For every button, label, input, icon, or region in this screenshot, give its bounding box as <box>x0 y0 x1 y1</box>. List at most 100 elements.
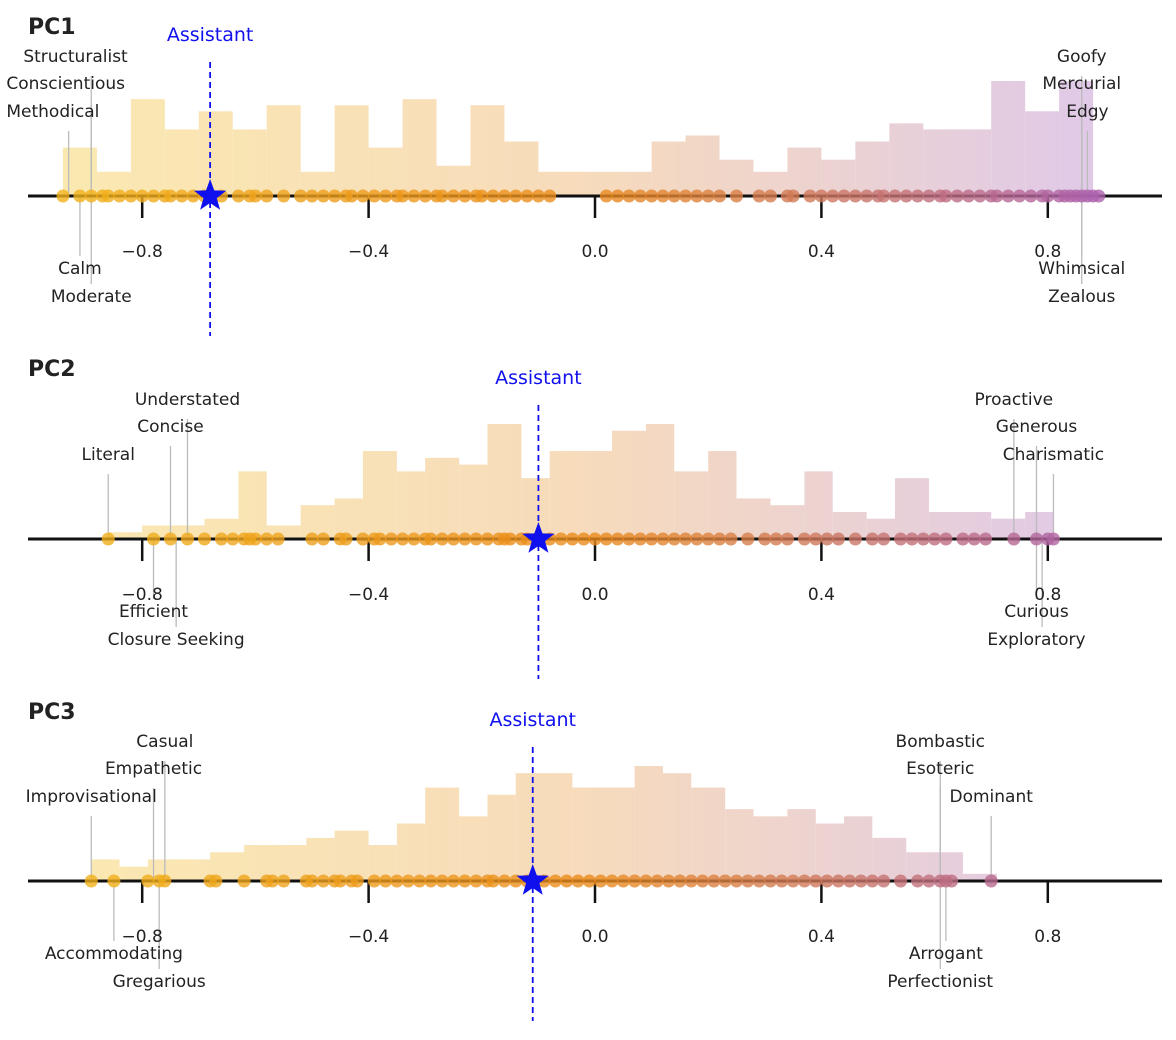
histogram-bar <box>459 464 488 539</box>
data-point <box>186 189 200 203</box>
data-point <box>316 532 330 546</box>
data-point <box>752 189 766 203</box>
label-leaders <box>107 419 1055 627</box>
data-point <box>1001 189 1015 203</box>
data-point <box>939 532 953 546</box>
data-point <box>1046 532 1060 546</box>
data-point <box>854 874 868 888</box>
data-point <box>509 189 523 203</box>
data-point <box>384 532 398 546</box>
data-point <box>447 532 460 546</box>
data-point <box>877 532 891 546</box>
data-point <box>531 189 545 203</box>
histogram-bar <box>521 478 550 539</box>
x-tick-label: 0.8 <box>1034 585 1061 605</box>
trait-label-above: Empathetic <box>105 759 202 779</box>
data-point <box>435 874 449 888</box>
histogram-bar <box>962 873 997 881</box>
data-point <box>401 874 415 888</box>
data-point <box>690 189 704 203</box>
data-point <box>786 874 800 888</box>
histogram-bar <box>164 129 199 196</box>
trait-label-below: Whimsical <box>1038 259 1125 279</box>
data-point <box>497 874 511 888</box>
histogram-bar <box>844 816 873 881</box>
histogram-bar <box>991 81 1026 196</box>
histogram-bar <box>872 837 907 881</box>
trait-label-above: Methodical <box>6 102 99 122</box>
histogram-bar <box>549 451 612 539</box>
data-point <box>316 189 330 203</box>
trait-label-below: Calm <box>58 259 102 279</box>
data-point <box>809 874 823 888</box>
data-point <box>707 874 721 888</box>
data-point <box>786 189 800 203</box>
data-point <box>848 532 862 546</box>
histogram-bar <box>334 105 369 196</box>
data-point <box>701 532 715 546</box>
data-point <box>837 189 851 203</box>
data-point <box>248 189 262 203</box>
data-point <box>407 532 421 546</box>
histogram-bar <box>708 451 737 539</box>
data-point <box>826 189 840 203</box>
x-tick-label: 0.0 <box>581 585 608 605</box>
histogram-bar <box>691 787 726 881</box>
histogram-bar <box>402 99 437 196</box>
data-point <box>84 874 98 888</box>
assistant-star <box>193 179 227 210</box>
trait-label-below: Efficient <box>119 602 188 622</box>
data-point <box>379 874 393 888</box>
data-point <box>164 532 177 546</box>
data-point <box>616 874 630 888</box>
data-point <box>962 189 976 203</box>
data-point <box>333 874 347 888</box>
data-point <box>633 189 647 203</box>
data-point <box>396 532 410 546</box>
data-point <box>911 189 925 203</box>
data-point <box>469 532 483 546</box>
histogram-bar <box>368 147 403 196</box>
data-point <box>820 874 834 888</box>
histogram-bar <box>130 99 165 196</box>
histogram-bar <box>504 141 539 196</box>
data-point <box>905 532 919 546</box>
data-point <box>147 189 161 203</box>
data-point <box>973 189 987 203</box>
histogram-bar <box>611 430 646 539</box>
data-point <box>605 874 619 888</box>
histogram-bar <box>804 471 833 539</box>
data-point <box>582 874 596 888</box>
data-point <box>435 189 449 203</box>
data-point <box>458 189 472 203</box>
data-point <box>950 189 964 203</box>
histogram-bar <box>651 141 686 196</box>
data-point <box>803 189 817 203</box>
data-point <box>713 532 727 546</box>
data-point <box>101 532 115 546</box>
data-point <box>831 874 845 888</box>
data-point <box>769 532 783 546</box>
data-point <box>730 189 743 203</box>
trait-label-above: Understated <box>135 390 240 410</box>
histogram-bar <box>572 787 635 881</box>
data-point <box>622 532 636 546</box>
histogram-bar <box>334 498 363 539</box>
data-point <box>424 532 438 546</box>
data-point <box>684 874 698 888</box>
histogram-bar <box>244 845 307 881</box>
histogram-bar <box>108 532 143 539</box>
data-point <box>469 874 483 888</box>
histogram-bar <box>894 478 929 539</box>
data-point <box>113 189 127 203</box>
histogram-bar <box>821 159 856 196</box>
data-point <box>1007 532 1021 546</box>
data-point <box>645 189 659 203</box>
data-point <box>1041 189 1055 203</box>
histogram-bar <box>753 816 788 881</box>
data-point <box>237 874 251 888</box>
data-point <box>894 874 908 888</box>
histogram-bar <box>815 823 845 881</box>
data-point <box>696 874 710 888</box>
histogram-bar <box>645 424 675 539</box>
